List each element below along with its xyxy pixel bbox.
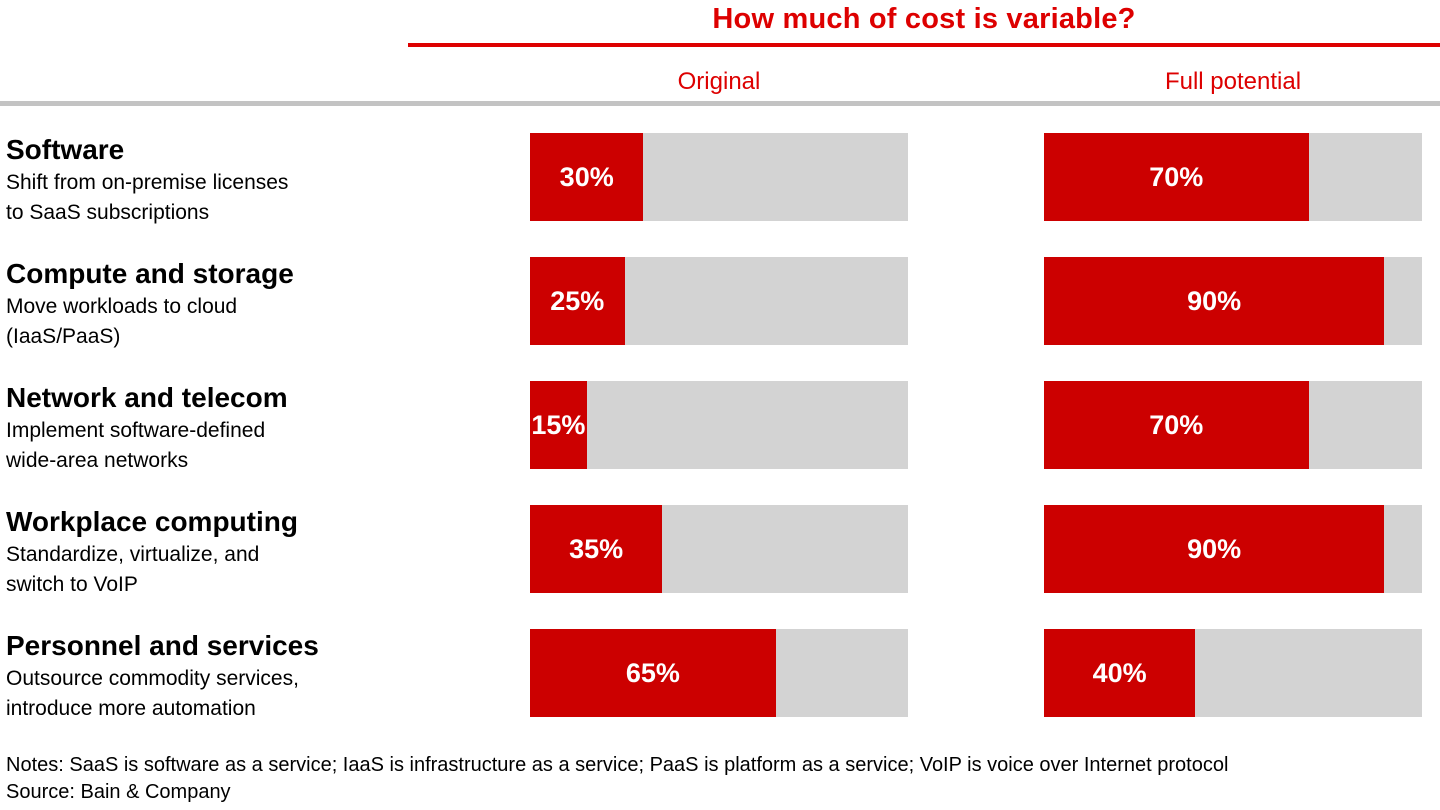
category-description-line: Implement software-defined	[6, 419, 266, 443]
category-description-line: Standardize, virtualize, and	[6, 543, 260, 567]
category-description-line: Move workloads to cloud	[6, 295, 238, 319]
source-text: Source: Bain & Company	[6, 781, 231, 803]
category-description-line: wide-area networks	[6, 449, 189, 473]
category-title: Network and telecom	[6, 382, 288, 413]
category-description: Implement software-defined wide-area netw…	[6, 416, 530, 476]
chart-rows: Software Shift from on-premise licenses to…	[0, 133, 1440, 720]
category-description: Shift from on-premise licenses to SaaS su…	[6, 168, 530, 228]
category-description-line: (IaaS/PaaS)	[6, 325, 121, 349]
column-header-original: Original	[677, 68, 761, 95]
category-label: Workplace computing Standardize, virtuali…	[0, 505, 530, 596]
bar-track-original: 15%	[530, 381, 908, 469]
bar-value-label: 70%	[1149, 161, 1204, 192]
category-description: Outsource commodity services, introduce m…	[6, 664, 530, 724]
bar-fill: 90%	[1044, 505, 1385, 593]
bar-fill: 90%	[1044, 257, 1385, 345]
category-description-line: switch to VoIP	[6, 573, 138, 597]
category-title: Software	[6, 134, 125, 165]
bar-value-label: 90%	[1187, 533, 1242, 564]
bar-fill: 25%	[530, 257, 625, 345]
column-header-full-potential: Full potential	[1164, 68, 1302, 95]
chart-title: How much of cost is variable?	[712, 3, 1136, 35]
bar-fill: 65%	[530, 629, 776, 717]
category-description-line: Shift from on-premise licenses	[6, 171, 289, 195]
bar-fill: 70%	[1044, 381, 1309, 469]
bar-value-label: 15%	[531, 409, 586, 440]
header-separator-rule	[0, 101, 1440, 106]
category-description-line: Outsource commodity services,	[6, 667, 299, 691]
bar-fill: 40%	[1044, 629, 1196, 717]
bar-track-full-potential: 90%	[1044, 505, 1422, 593]
bar-track-original: 30%	[530, 133, 908, 221]
category-label: Network and telecom Implement software-de…	[0, 381, 530, 472]
category-label: Compute and storage Move workloads to clo…	[0, 257, 530, 348]
bar-fill: 35%	[530, 505, 663, 593]
bar-track-full-potential: 90%	[1044, 257, 1422, 345]
bar-value-label: 25%	[550, 285, 605, 316]
chart-row: Compute and storage Move workloads to clo…	[0, 257, 1440, 348]
bar-fill: 15%	[530, 381, 587, 469]
category-description: Move workloads to cloud (IaaS/PaaS)	[6, 292, 530, 352]
category-title: Compute and storage	[6, 258, 294, 289]
bar-fill: 30%	[530, 133, 644, 221]
notes-text: Notes: SaaS is software as a service; Ia…	[6, 754, 1229, 776]
bar-track-original: 35%	[530, 505, 908, 593]
category-description: Standardize, virtualize, and switch to Vo…	[6, 540, 530, 600]
bar-track-original: 25%	[530, 257, 908, 345]
bar-track-full-potential: 40%	[1044, 629, 1422, 717]
bar-value-label: 35%	[569, 533, 624, 564]
category-label: Personnel and services Outsource commodit…	[0, 629, 530, 720]
bar-value-label: 65%	[625, 657, 680, 688]
chart-row: Network and telecom Implement software-de…	[0, 381, 1440, 472]
bar-track-full-potential: 70%	[1044, 133, 1422, 221]
bar-value-label: 40%	[1092, 657, 1147, 688]
category-title: Workplace computing	[6, 506, 298, 537]
category-description-line: to SaaS subscriptions	[6, 201, 210, 225]
category-title: Personnel and services	[6, 630, 319, 661]
bar-track-original: 65%	[530, 629, 908, 717]
category-label: Software Shift from on-premise licenses to…	[0, 133, 530, 224]
chart-row: Workplace computing Standardize, virtuali…	[0, 505, 1440, 596]
category-description-line: introduce more automation	[6, 697, 256, 721]
bar-value-label: 70%	[1149, 409, 1204, 440]
bar-fill: 70%	[1044, 133, 1309, 221]
chart-row: Software Shift from on-premise licenses to…	[0, 133, 1440, 224]
bar-track-full-potential: 70%	[1044, 381, 1422, 469]
title-underline-rule	[408, 43, 1440, 47]
bar-value-label: 30%	[559, 161, 614, 192]
chart-row: Personnel and services Outsource commodit…	[0, 629, 1440, 720]
bar-value-label: 90%	[1187, 285, 1242, 316]
